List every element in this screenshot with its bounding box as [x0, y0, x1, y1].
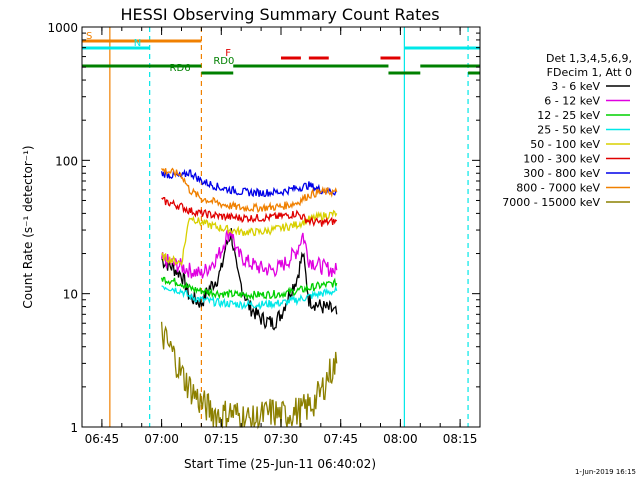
- flag-label-n: N: [134, 38, 141, 49]
- y-axis: 1 10 100 1000: [47, 21, 480, 435]
- y-tick-label-1: 1: [70, 421, 78, 435]
- legend-label-7000-15000-kev: 7000 - 15000 keV: [502, 196, 600, 209]
- plot-frame: [81, 26, 481, 428]
- legend-header-line-1: Det 1,3,4,5,6,9,: [546, 52, 632, 65]
- legend-label-800-7000-kev: 800 - 7000 keV: [516, 182, 600, 195]
- legend-header-line-2: FDecim 1, Att 0: [547, 66, 632, 79]
- footer-timestamp: 1-Jun-2019 16:15: [575, 468, 636, 476]
- series-line-100-300-kev: [161, 197, 338, 228]
- chart-title: HESSI Observing Summary Count Rates: [120, 5, 439, 24]
- x-tick-label-4: 07:30: [264, 432, 299, 446]
- flag-label-s: S: [86, 31, 92, 42]
- legend-label-50-100-kev: 50 - 100 keV: [530, 138, 600, 151]
- x-tick-label-1: 06:45: [85, 432, 120, 446]
- series-line-7000-15000-kev: [160, 321, 338, 430]
- series-line-800-7000-kev: [161, 167, 338, 213]
- legend: Det 1,3,4,5,6,9, FDecim 1, Att 0 3 - 6 k…: [502, 52, 632, 209]
- legend-label-3-6-kev: 3 - 6 keV: [551, 80, 600, 93]
- legend-label-300-800-kev: 300 - 800 keV: [523, 167, 600, 180]
- y-axis-label: Count Rate (s⁻¹ detector⁻¹): [21, 145, 35, 308]
- legend-label-25-50-kev: 25 - 50 keV: [537, 124, 600, 137]
- flag-label-rd0: RD0: [213, 56, 234, 67]
- series-line-25-50-kev: [161, 285, 338, 311]
- x-axis: 06:45 07:00 07:15 07:30 07:45 08:00 08:15: [81, 27, 481, 446]
- series-line-12-25-kev: [160, 276, 338, 301]
- series-line-3-6-kev: [161, 228, 338, 331]
- x-tick-label-3: 07:15: [204, 432, 239, 446]
- flag-label-rd6: RD6: [170, 63, 191, 74]
- series-line-6-12-kev: [160, 229, 338, 279]
- legend-label-12-25-kev: 12 - 25 keV: [537, 109, 600, 122]
- y-tick-label-4: 1000: [47, 21, 78, 35]
- legend-label-100-300-kev: 100 - 300 keV: [523, 153, 600, 166]
- x-tick-label-6: 08:00: [383, 432, 418, 446]
- x-axis-label: Start Time (25-Jun-11 06:40:02): [184, 457, 376, 471]
- flag-label-f: F: [225, 48, 231, 59]
- x-tick-label-7: 08:15: [443, 432, 478, 446]
- x-tick-label-5: 07:45: [323, 432, 358, 446]
- series-line-300-800-kev: [160, 168, 337, 198]
- y-tick-label-2: 10: [63, 288, 78, 302]
- x-tick-label-2: 07:00: [144, 432, 179, 446]
- y-tick-label-3: 100: [55, 154, 78, 168]
- legend-label-6-12-kev: 6 - 12 keV: [544, 95, 600, 108]
